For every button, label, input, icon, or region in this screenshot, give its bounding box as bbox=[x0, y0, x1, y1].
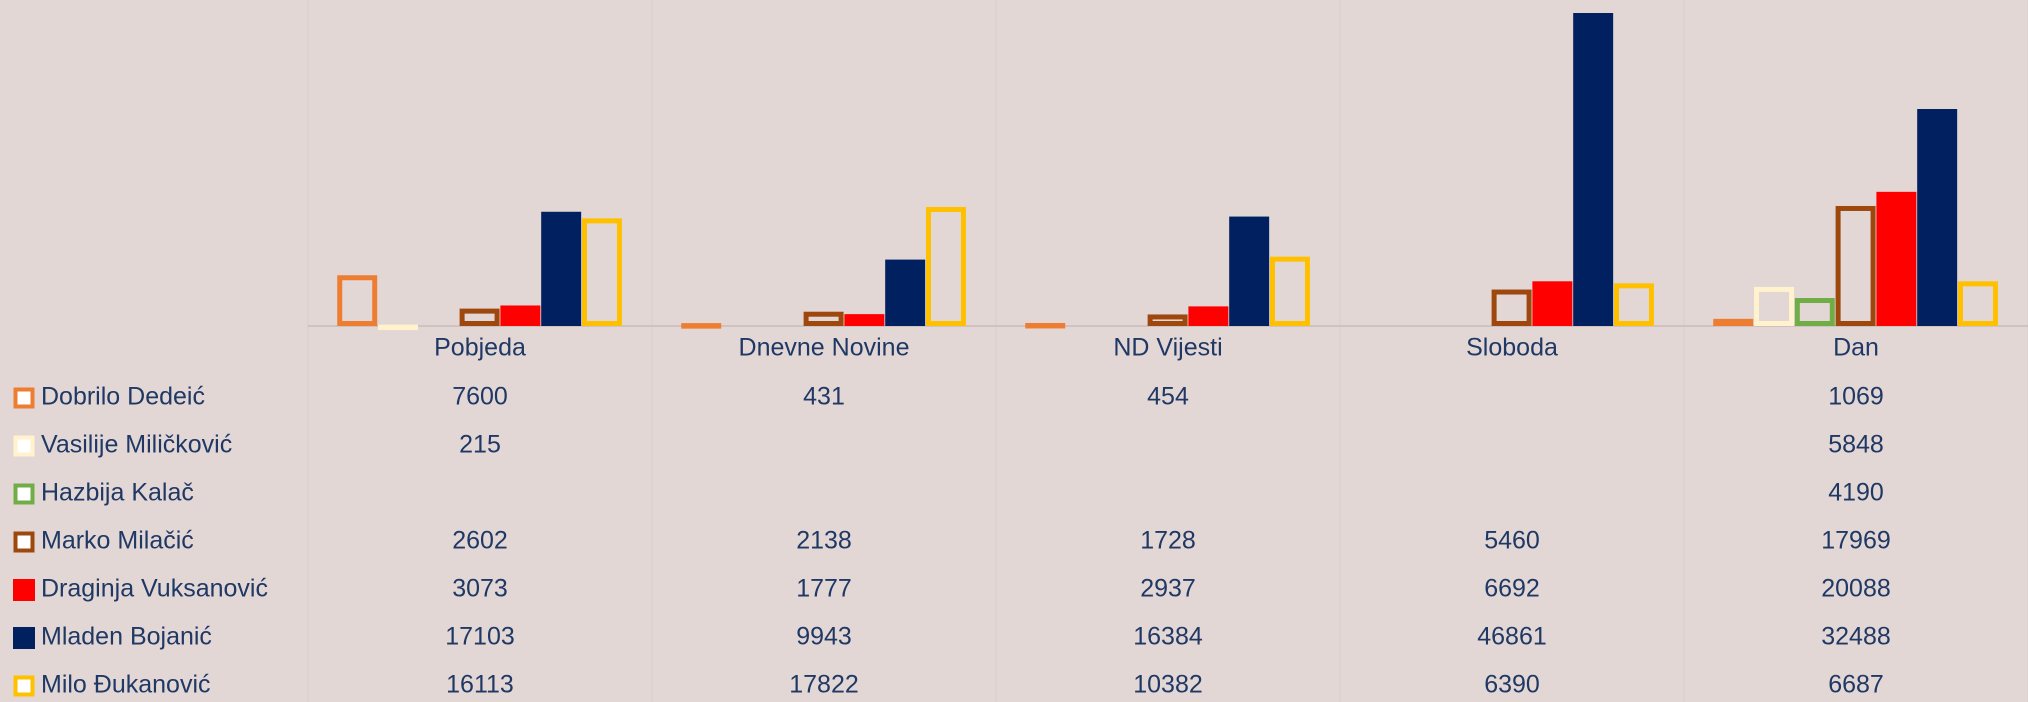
table-value: 16384 bbox=[1133, 623, 1203, 651]
table-value: 3073 bbox=[452, 575, 508, 603]
table-value: 17822 bbox=[789, 671, 859, 699]
bar bbox=[337, 275, 378, 326]
bar bbox=[681, 323, 722, 329]
table-value: 46861 bbox=[1477, 623, 1547, 651]
bar bbox=[1794, 298, 1835, 326]
bar bbox=[1713, 318, 1754, 327]
table-value: 1777 bbox=[796, 575, 852, 603]
bar bbox=[1573, 13, 1614, 326]
legend-key bbox=[13, 435, 35, 457]
bar bbox=[1754, 286, 1795, 327]
x-tick-label: ND Vijesti bbox=[1113, 334, 1222, 362]
legend-label: Vasilije Miličković bbox=[41, 431, 232, 459]
table-value: 2138 bbox=[796, 527, 852, 555]
table-value: 17969 bbox=[1821, 527, 1891, 555]
table-value: 1069 bbox=[1828, 383, 1884, 411]
bar bbox=[541, 211, 582, 326]
bar bbox=[885, 259, 926, 326]
legend-label: Draginja Vuksanović bbox=[41, 575, 268, 603]
bar bbox=[803, 311, 844, 327]
table-value: 2937 bbox=[1140, 575, 1196, 603]
bar bbox=[1025, 322, 1066, 329]
bar bbox=[459, 308, 500, 327]
table-value: 6687 bbox=[1828, 671, 1884, 699]
x-tick-label: Dan bbox=[1833, 334, 1879, 362]
bar bbox=[1835, 205, 1876, 327]
table-value: 454 bbox=[1147, 383, 1189, 411]
legend-key bbox=[13, 531, 35, 553]
x-tick-label: Pobjeda bbox=[434, 334, 526, 362]
table-value: 32488 bbox=[1821, 623, 1891, 651]
bar bbox=[1229, 216, 1270, 326]
legend-key bbox=[13, 579, 35, 601]
table-value: 5460 bbox=[1484, 527, 1540, 555]
legend-label: Mladen Bojanić bbox=[41, 623, 212, 651]
table-value: 6692 bbox=[1484, 575, 1540, 603]
legend-label: Marko Milačić bbox=[41, 527, 194, 555]
bar bbox=[1269, 256, 1310, 326]
bar bbox=[1491, 289, 1532, 326]
bar bbox=[378, 324, 419, 331]
table-value: 5848 bbox=[1828, 431, 1884, 459]
bar bbox=[1917, 109, 1958, 326]
legend-key bbox=[13, 483, 35, 505]
table-value: 10382 bbox=[1133, 671, 1203, 699]
bar bbox=[844, 314, 885, 326]
legend-label: Dobrilo Dedeić bbox=[41, 383, 205, 411]
bar bbox=[581, 218, 622, 327]
x-tick-label: Dnevne Novine bbox=[739, 334, 910, 362]
table-value: 2602 bbox=[452, 527, 508, 555]
table-value: 4190 bbox=[1828, 479, 1884, 507]
table-value: 9943 bbox=[796, 623, 852, 651]
legend-label: Milo Đukanović bbox=[41, 671, 211, 699]
table-value: 215 bbox=[459, 431, 501, 459]
bar bbox=[1147, 314, 1188, 327]
bar bbox=[500, 305, 541, 326]
legend-key bbox=[13, 675, 35, 697]
bar bbox=[925, 206, 966, 326]
bar bbox=[1613, 283, 1654, 326]
table-value: 431 bbox=[803, 383, 845, 411]
x-tick-label: Sloboda bbox=[1466, 334, 1558, 362]
table-value: 20088 bbox=[1821, 575, 1891, 603]
bar bbox=[1876, 191, 1917, 326]
legend-key bbox=[13, 627, 35, 649]
table-value: 17103 bbox=[445, 623, 515, 651]
table-value: 7600 bbox=[452, 383, 508, 411]
table-value: 1728 bbox=[1140, 527, 1196, 555]
bar bbox=[1188, 306, 1229, 326]
table-value: 16113 bbox=[446, 671, 514, 699]
legend-key bbox=[13, 387, 35, 409]
table-value: 6390 bbox=[1484, 671, 1540, 699]
bar bbox=[1957, 281, 1998, 326]
bar bbox=[1532, 281, 1573, 326]
legend-label: Hazbija Kalač bbox=[41, 479, 194, 507]
